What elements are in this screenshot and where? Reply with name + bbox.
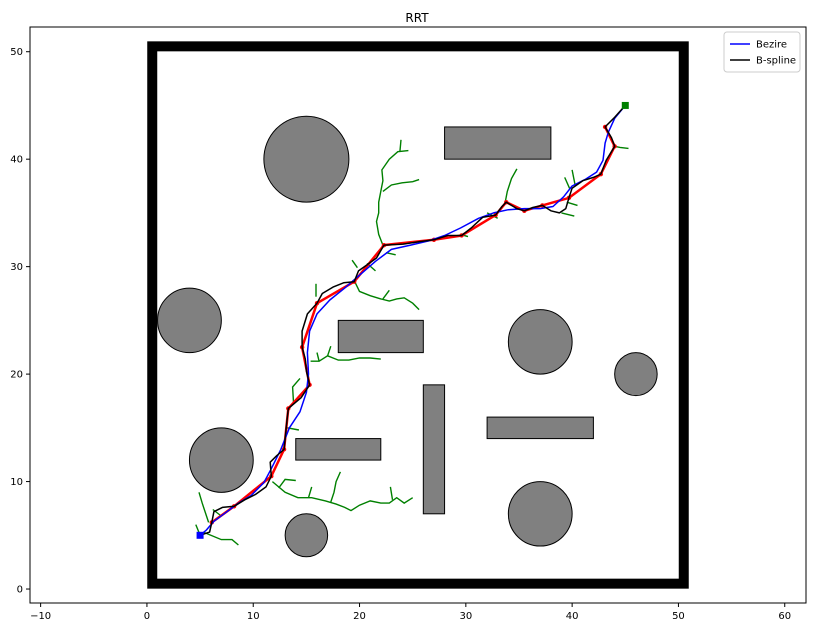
x-tick-label: 20 <box>353 611 366 622</box>
legend-label: B-spline <box>756 56 796 67</box>
start-marker <box>196 531 204 539</box>
x-tick-label: −10 <box>30 611 51 622</box>
tree-branch <box>504 168 518 203</box>
x-tick-label: 40 <box>566 611 579 622</box>
y-tick-label: 50 <box>10 47 23 58</box>
tree-branch <box>564 177 571 190</box>
tree-branch <box>203 531 239 546</box>
tree-branch <box>382 178 420 192</box>
circle-obstacle <box>188 427 254 493</box>
tree-branch <box>399 139 402 152</box>
tree-branch <box>326 345 332 357</box>
circle-obstacle <box>284 513 329 558</box>
tree-branch <box>354 282 420 311</box>
tree-branch <box>316 352 320 362</box>
y-tick-label: 30 <box>10 262 23 273</box>
rect-obstacle <box>337 319 424 354</box>
tree-branch <box>389 486 394 500</box>
circle-obstacle <box>507 481 573 547</box>
circle-obstacle <box>263 115 350 203</box>
tree-branch <box>278 478 296 489</box>
series-line-b-spline <box>199 104 626 537</box>
x-tick-label: 10 <box>247 611 260 622</box>
y-tick-label: 40 <box>10 155 23 166</box>
axes-frame <box>29 26 807 604</box>
circle-obstacle <box>614 352 658 397</box>
y-tick-label: 0 <box>17 585 23 596</box>
y-tick-label: 20 <box>10 370 23 381</box>
x-tick-label: 50 <box>672 611 685 622</box>
chart-title: RRT <box>405 11 429 25</box>
x-tick-label: 30 <box>459 611 472 622</box>
tree-branch <box>198 492 210 523</box>
tree-branch <box>375 149 409 246</box>
tree-branch <box>351 259 358 269</box>
y-tick-label: 10 <box>10 477 23 488</box>
x-tick-label: 60 <box>778 611 791 622</box>
tree-branch <box>291 377 301 405</box>
axes: −10 0 10 20 30 40 50 60 0 10 20 30 40 50 <box>10 26 807 622</box>
x-tick-label: 0 <box>144 611 150 622</box>
tree-branch <box>271 481 414 512</box>
plot-area <box>147 41 689 589</box>
tree-branch <box>382 289 390 300</box>
circle-obstacle <box>507 309 573 375</box>
boundary-wall <box>147 41 689 589</box>
goal-marker <box>621 101 629 109</box>
circle-obstacle <box>157 287 222 354</box>
tree-branch <box>212 508 222 517</box>
rect-obstacle <box>444 126 552 160</box>
rect-obstacle <box>486 416 594 440</box>
tree-branch <box>307 486 313 498</box>
plot-content <box>147 41 689 589</box>
tree-branch <box>566 201 578 207</box>
legend: Bezire B-spline <box>723 31 801 73</box>
rect-obstacle <box>422 384 446 515</box>
legend-label: Bezire <box>756 40 787 51</box>
tree-branch <box>330 471 342 503</box>
tree-branch <box>310 355 381 362</box>
rect-obstacle <box>295 438 382 461</box>
tree-branch <box>571 169 576 187</box>
legend-box <box>723 31 801 73</box>
tree-branch <box>561 212 575 217</box>
